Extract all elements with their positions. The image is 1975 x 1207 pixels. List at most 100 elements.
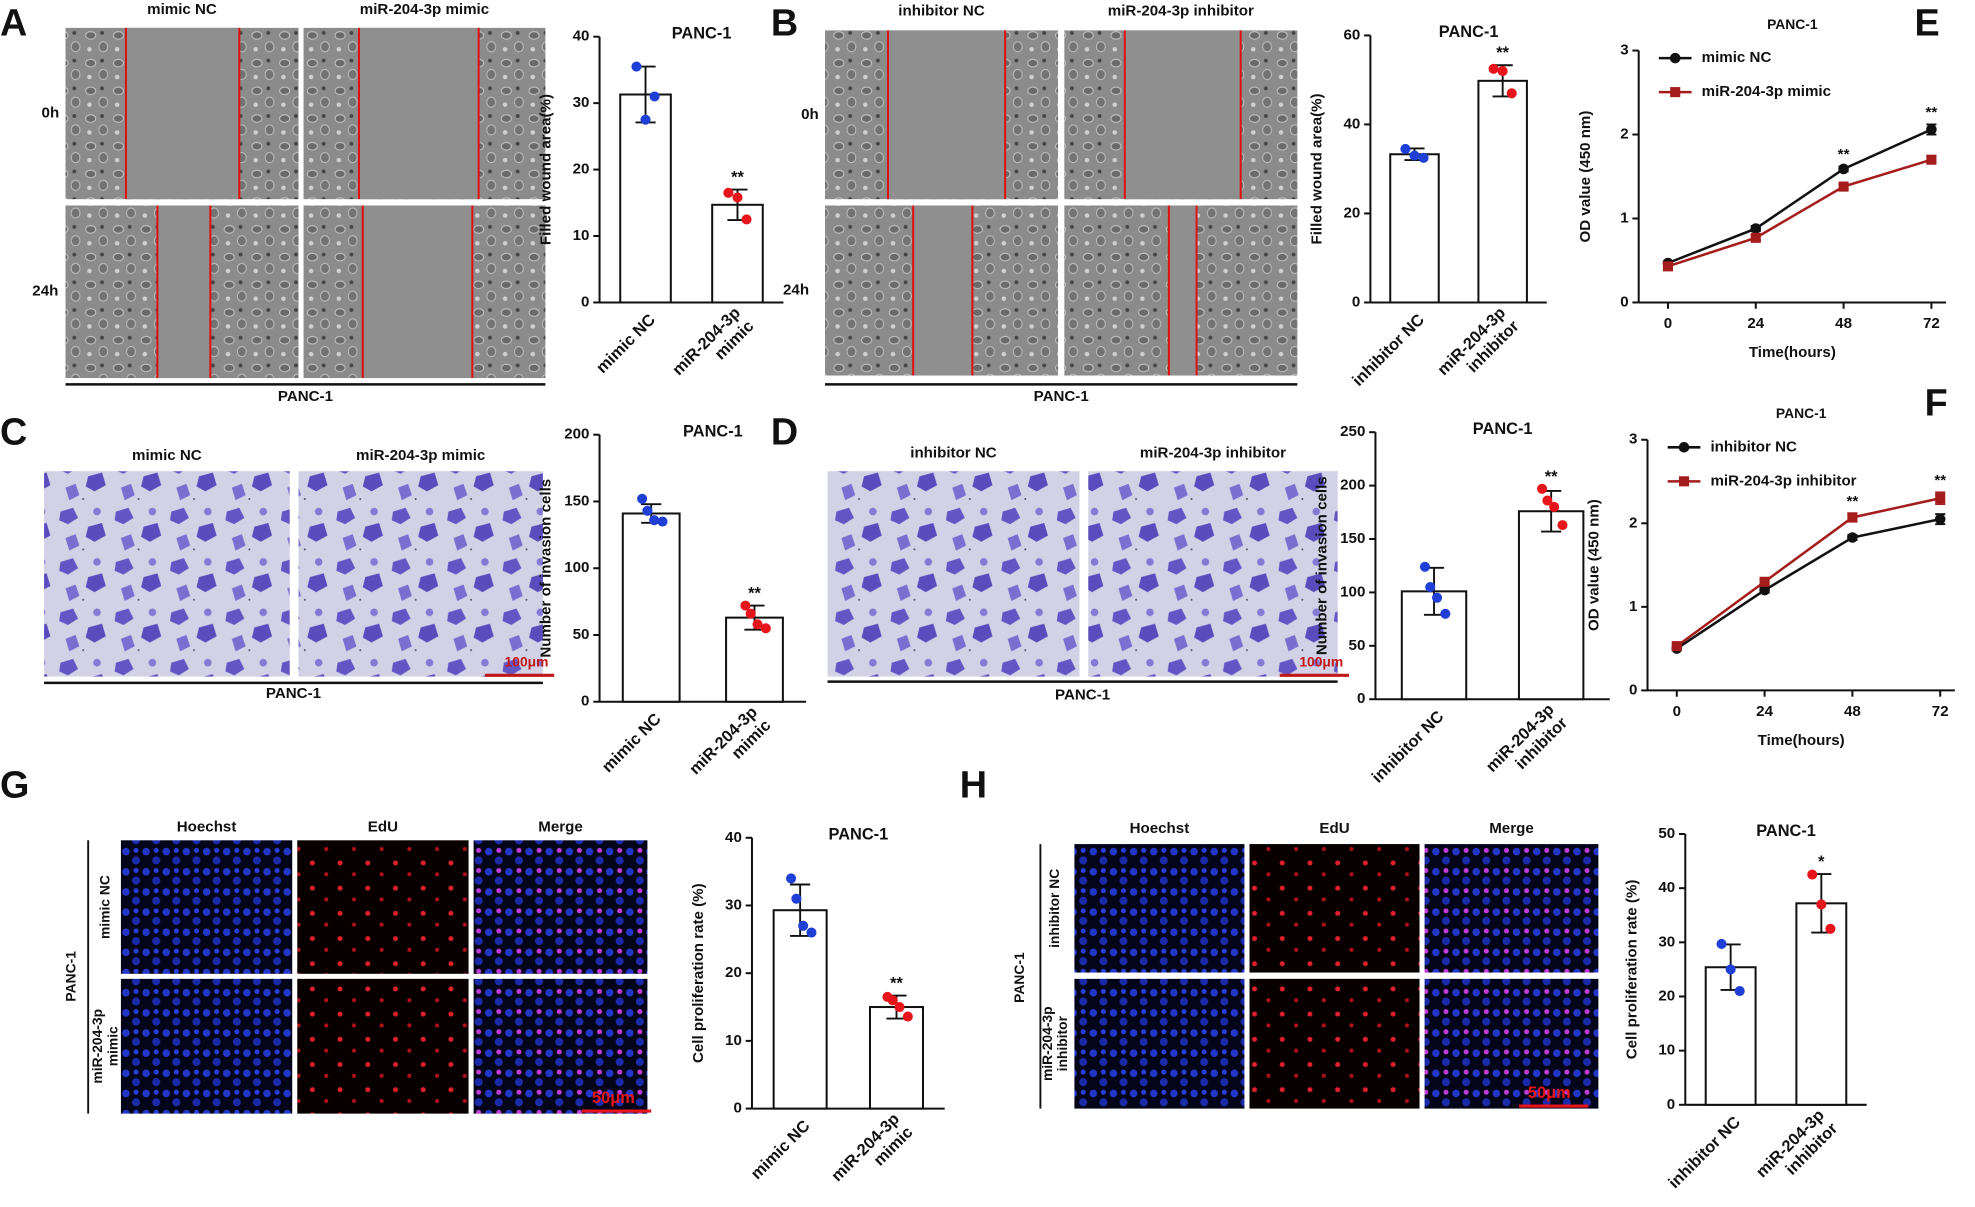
y-tick-label: 100 [564, 559, 589, 576]
data-point [1537, 483, 1548, 494]
marker [1934, 513, 1946, 525]
series-line [1676, 517, 1941, 650]
chart-title: PANC-1 [829, 826, 889, 844]
data-point [1816, 899, 1827, 910]
data-point [1497, 66, 1508, 77]
data-point [1409, 150, 1420, 161]
marker [1847, 512, 1858, 523]
legend-marker [1679, 476, 1690, 487]
panel-letter: A [0, 2, 27, 44]
series-line [1667, 128, 1932, 265]
data-point [723, 187, 734, 198]
y-tick-label: 10 [573, 227, 590, 244]
y-tick-label: 150 [1340, 530, 1365, 547]
y-tick-label: 0 [1352, 293, 1360, 310]
bar [621, 512, 681, 703]
data-point [752, 619, 763, 630]
data-point [760, 623, 771, 634]
y-tick-label: 2 [1629, 514, 1637, 531]
y-tick-label: 0 [1629, 681, 1637, 698]
marker [1750, 232, 1761, 243]
data-point [806, 927, 817, 938]
column-label: Merge [538, 819, 583, 836]
significance: ** [1545, 468, 1558, 486]
column-label: Hoechst [1130, 820, 1190, 837]
x-axis-label: Time(hours) [1749, 344, 1836, 361]
legend-label: miR-204-3p inhibitor [1710, 472, 1856, 489]
legend-marker [1669, 52, 1681, 64]
micrograph [1424, 844, 1599, 973]
scale-bar-label: 100μm [1299, 653, 1343, 669]
micrograph [120, 978, 293, 1114]
legend-marker [1670, 87, 1681, 98]
wound-gap [1124, 30, 1241, 200]
micrograph [1249, 844, 1420, 973]
y-tick-label: 40 [1344, 115, 1361, 132]
y-tick-label: 200 [564, 426, 589, 443]
data-point [637, 493, 648, 504]
caption: PANC-1 [266, 685, 321, 702]
data-point [1418, 152, 1429, 163]
y-axis-label: Filled wound area(%) [1308, 93, 1325, 244]
micrograph [827, 471, 1080, 677]
row-label: miR-204-3pinhibitor [1039, 1006, 1070, 1081]
data-point [786, 873, 797, 884]
panel-letter: D [771, 412, 798, 454]
y-axis-label: Cell proliferation rate (%) [1623, 880, 1640, 1060]
data-point [732, 192, 743, 203]
caption: PANC-1 [62, 951, 78, 1002]
marker [1759, 584, 1770, 596]
x-tick-label: 72 [1923, 315, 1940, 332]
data-point [640, 114, 651, 125]
wound-gap [1168, 205, 1197, 376]
marker [1926, 124, 1937, 135]
wound-gap [913, 205, 973, 376]
micrograph [1249, 978, 1420, 1109]
y-axis-label: OD value (450 nm) [1577, 111, 1594, 243]
data-point [791, 893, 802, 904]
data-point [1557, 520, 1568, 531]
y-tick-label: 2 [1620, 126, 1628, 143]
legend-label: mimic NC [1702, 49, 1772, 66]
x-tick-label: 72 [1932, 703, 1949, 720]
marker [1671, 641, 1682, 652]
data-point [1419, 561, 1430, 572]
micrograph [1074, 978, 1245, 1109]
data-point [642, 505, 653, 516]
panel-letter: B [771, 2, 798, 44]
data-point [1432, 592, 1443, 603]
micrograph [297, 840, 469, 974]
y-tick-label: 40 [1658, 879, 1675, 896]
row-label: mimic NC [96, 875, 112, 939]
micrograph [473, 978, 648, 1114]
y-tick-label: 50 [1658, 825, 1675, 842]
y-tick-label: 3 [1620, 42, 1628, 59]
column-label: miR-204-3p mimic [360, 1, 489, 18]
significance: * [1818, 853, 1825, 871]
bar [1704, 966, 1757, 1106]
column-label: Merge [1489, 820, 1534, 837]
panel-letter: G [0, 764, 29, 806]
x-axis-label: Time(hours) [1758, 732, 1845, 749]
panel-letter: F [1925, 383, 1948, 425]
scale-bar-label: 100μm [505, 653, 549, 669]
row-label: 24h [783, 281, 809, 298]
chart-title: PANC-1 [1767, 16, 1818, 32]
data-point [894, 1001, 905, 1013]
data-point [631, 61, 642, 72]
row-label: miR-204-3pmimic [89, 1009, 120, 1084]
series-line [1667, 158, 1932, 268]
data-point [1440, 608, 1451, 619]
y-tick-label: 0 [581, 293, 589, 310]
row-label: inhibitor NC [1046, 869, 1062, 948]
significance: ** [890, 975, 903, 993]
y-tick-label: 200 [1340, 477, 1365, 494]
chart-title: PANC-1 [683, 423, 743, 441]
bar [772, 909, 828, 1110]
y-tick-label: 100 [1340, 583, 1365, 600]
y-tick-label: 0 [1667, 1096, 1675, 1113]
y-tick-label: 60 [1344, 26, 1361, 43]
y-tick-label: 150 [564, 492, 589, 509]
marker [1935, 493, 1946, 504]
